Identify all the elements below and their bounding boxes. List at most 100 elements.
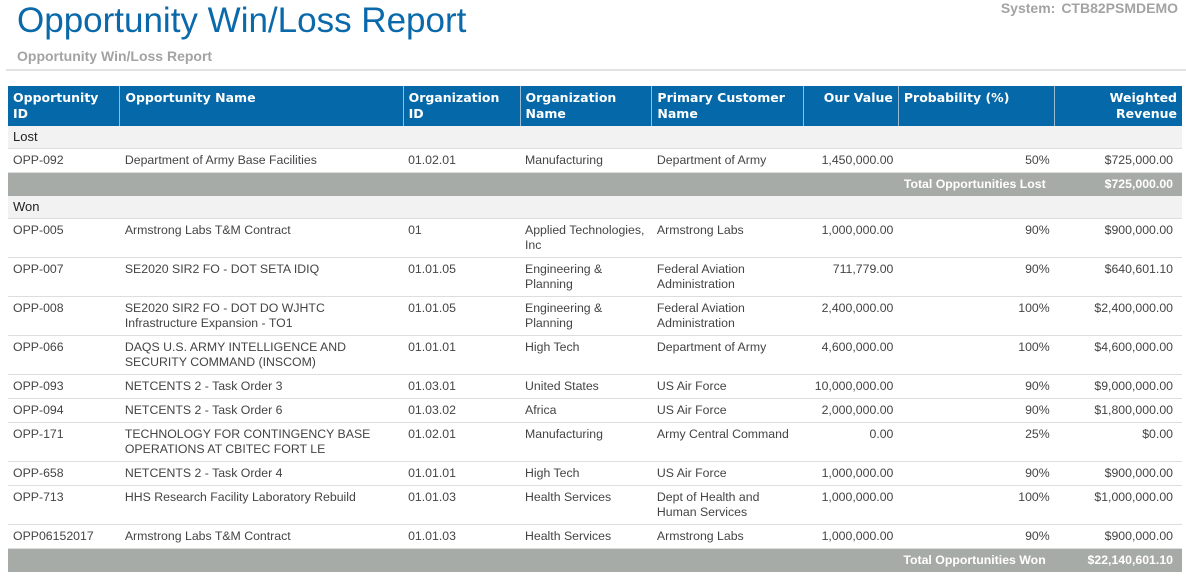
total-value: $725,000.00 (1054, 172, 1182, 196)
table-row: OPP06152017 Armstrong Labs T&M Contract 01… (8, 524, 1182, 549)
cell-primary-customer-name: Army Central Command (651, 422, 804, 462)
group-label: Won (8, 196, 1182, 219)
cell-organization-id: 01.01.01 (403, 335, 520, 375)
cell-opportunity-name: HHS Research Facility Laboratory Rebuild (119, 485, 404, 525)
column-header: Opportunity Name (119, 86, 404, 126)
cell-weighted-revenue: $900,000.00 (1054, 218, 1182, 258)
cell-organization-id: 01.01.03 (403, 485, 520, 525)
column-header: Organization ID (402, 86, 520, 126)
cell-opportunity-id: OPP-171 (8, 422, 120, 462)
system-indicator: System: CTB82PSMDEMO (995, 0, 1178, 16)
total-label: Total Opportunities Lost (898, 172, 1055, 196)
cell-opportunity-name: Department of Army Base Facilities (119, 148, 404, 173)
cell-our-value: 4,600,000.00 (803, 335, 899, 375)
cell-probability: 50% (898, 148, 1055, 173)
cell-organization-id: 01.03.01 (403, 374, 520, 399)
report-subtitle: Opportunity Win/Loss Report (17, 48, 213, 64)
cell-organization-name: Manufacturing (520, 422, 652, 462)
group-header-row: Lost (8, 126, 1182, 149)
cell-opportunity-id: OPP-008 (8, 296, 120, 336)
cell-our-value: 1,000,000.00 (803, 461, 899, 486)
cell-probability: 100% (898, 335, 1055, 375)
cell-primary-customer-name: Dept of Health and Human Services (651, 485, 804, 525)
cell-organization-name: High Tech (520, 335, 652, 375)
cell-our-value: 1,450,000.00 (803, 148, 899, 173)
cell-organization-name: High Tech (520, 461, 652, 486)
column-header: Opportunity ID (8, 86, 120, 126)
cell-weighted-revenue: $4,600,000.00 (1054, 335, 1182, 375)
cell-organization-id: 01.01.03 (403, 524, 520, 549)
table-row: OPP-713 HHS Research Facility Laboratory … (8, 485, 1182, 525)
table-row: OPP-007 SE2020 SIR2 FO - DOT SETA IDIQ 01.… (8, 257, 1182, 297)
group-header-row: Won (8, 196, 1182, 219)
cell-our-value: 2,000,000.00 (803, 398, 899, 423)
total-spacer (8, 548, 899, 572)
cell-primary-customer-name: Federal Aviation Administration (651, 257, 804, 297)
cell-opportunity-id: OPP-093 (8, 374, 120, 399)
group-total-row: Total Opportunities Lost $725,000.00 (8, 172, 1182, 196)
cell-organization-name: Engineering & Planning (520, 296, 652, 336)
cell-organization-id: 01.01.05 (403, 296, 520, 336)
cell-probability: 90% (898, 398, 1055, 423)
cell-organization-name: Engineering & Planning (520, 257, 652, 297)
cell-organization-id: 01.02.01 (403, 148, 520, 173)
cell-our-value: 1,000,000.00 (803, 218, 899, 258)
cell-opportunity-name: Armstrong Labs T&M Contract (119, 218, 404, 258)
cell-opportunity-id: OPP-094 (8, 398, 120, 423)
column-header: Organization Name (519, 86, 652, 126)
report-table: Opportunity ID Opportunity Name Organizati… (8, 86, 1182, 572)
system-value: CTB82PSMDEMO (1061, 0, 1178, 16)
cell-opportunity-name: NETCENTS 2 - Task Order 4 (119, 461, 404, 486)
cell-organization-name: United States (520, 374, 652, 399)
table-row: OPP-008 SE2020 SIR2 FO - DOT DO WJHTC Inf… (8, 296, 1182, 336)
cell-weighted-revenue: $1,800,000.00 (1054, 398, 1182, 423)
cell-organization-name: Africa (520, 398, 652, 423)
cell-opportunity-id: OPP06152017 (8, 524, 120, 549)
cell-weighted-revenue: $1,000,000.00 (1054, 485, 1182, 525)
cell-primary-customer-name: Department of Army (651, 335, 804, 375)
cell-opportunity-name: NETCENTS 2 - Task Order 6 (119, 398, 404, 423)
total-spacer (8, 172, 899, 196)
cell-organization-id: 01.01.05 (403, 257, 520, 297)
cell-weighted-revenue: $725,000.00 (1054, 148, 1182, 173)
column-header: Our Value (802, 86, 899, 126)
cell-probability: 90% (898, 524, 1055, 549)
table-row: OPP-005 Armstrong Labs T&M Contract 01 Appl… (8, 218, 1182, 258)
total-label: Total Opportunities Won (898, 548, 1055, 572)
system-label: System: (1000, 0, 1056, 16)
page-title: Opportunity Win/Loss Report (17, 1, 467, 40)
cell-primary-customer-name: Armstrong Labs (651, 218, 804, 258)
cell-organization-id: 01.03.02 (403, 398, 520, 423)
cell-organization-name: Health Services (520, 485, 652, 525)
column-header: Probability (%) (897, 86, 1055, 126)
cell-opportunity-name: SE2020 SIR2 FO - DOT SETA IDIQ (119, 257, 404, 297)
table-row: OPP-658 NETCENTS 2 - Task Order 4 01.01.01… (8, 461, 1182, 486)
cell-probability: 90% (898, 374, 1055, 399)
cell-organization-name: Manufacturing (520, 148, 652, 173)
cell-probability: 100% (898, 485, 1055, 525)
table-row: OPP-094 NETCENTS 2 - Task Order 6 01.03.02… (8, 398, 1182, 423)
group-total-row: Total Opportunities Won $22,140,601.10 (8, 548, 1182, 572)
divider (6, 69, 1186, 71)
cell-opportunity-name: DAQS U.S. ARMY INTELLIGENCE AND SECURITY… (119, 335, 404, 375)
cell-weighted-revenue: $900,000.00 (1054, 461, 1182, 486)
cell-opportunity-id: OPP-005 (8, 218, 120, 258)
cell-organization-name: Health Services (520, 524, 652, 549)
cell-our-value: 0.00 (803, 422, 899, 462)
cell-primary-customer-name: Department of Army (651, 148, 804, 173)
cell-primary-customer-name: US Air Force (651, 398, 804, 423)
group-label: Lost (8, 126, 1182, 149)
cell-primary-customer-name: Federal Aviation Administration (651, 296, 804, 336)
cell-opportunity-id: OPP-658 (8, 461, 120, 486)
cell-our-value: 1,000,000.00 (803, 524, 899, 549)
cell-primary-customer-name: US Air Force (651, 461, 804, 486)
cell-weighted-revenue: $900,000.00 (1054, 524, 1182, 549)
cell-weighted-revenue: $9,000,000.00 (1054, 374, 1182, 399)
cell-opportunity-id: OPP-007 (8, 257, 120, 297)
cell-organization-name: Applied Technologies, Inc (520, 218, 652, 258)
cell-opportunity-id: OPP-713 (8, 485, 120, 525)
cell-opportunity-name: TECHNOLOGY FOR CONTINGENCY BASE OPERATIO… (119, 422, 404, 462)
cell-probability: 90% (898, 257, 1055, 297)
cell-organization-id: 01.02.01 (403, 422, 520, 462)
cell-probability: 90% (898, 218, 1055, 258)
